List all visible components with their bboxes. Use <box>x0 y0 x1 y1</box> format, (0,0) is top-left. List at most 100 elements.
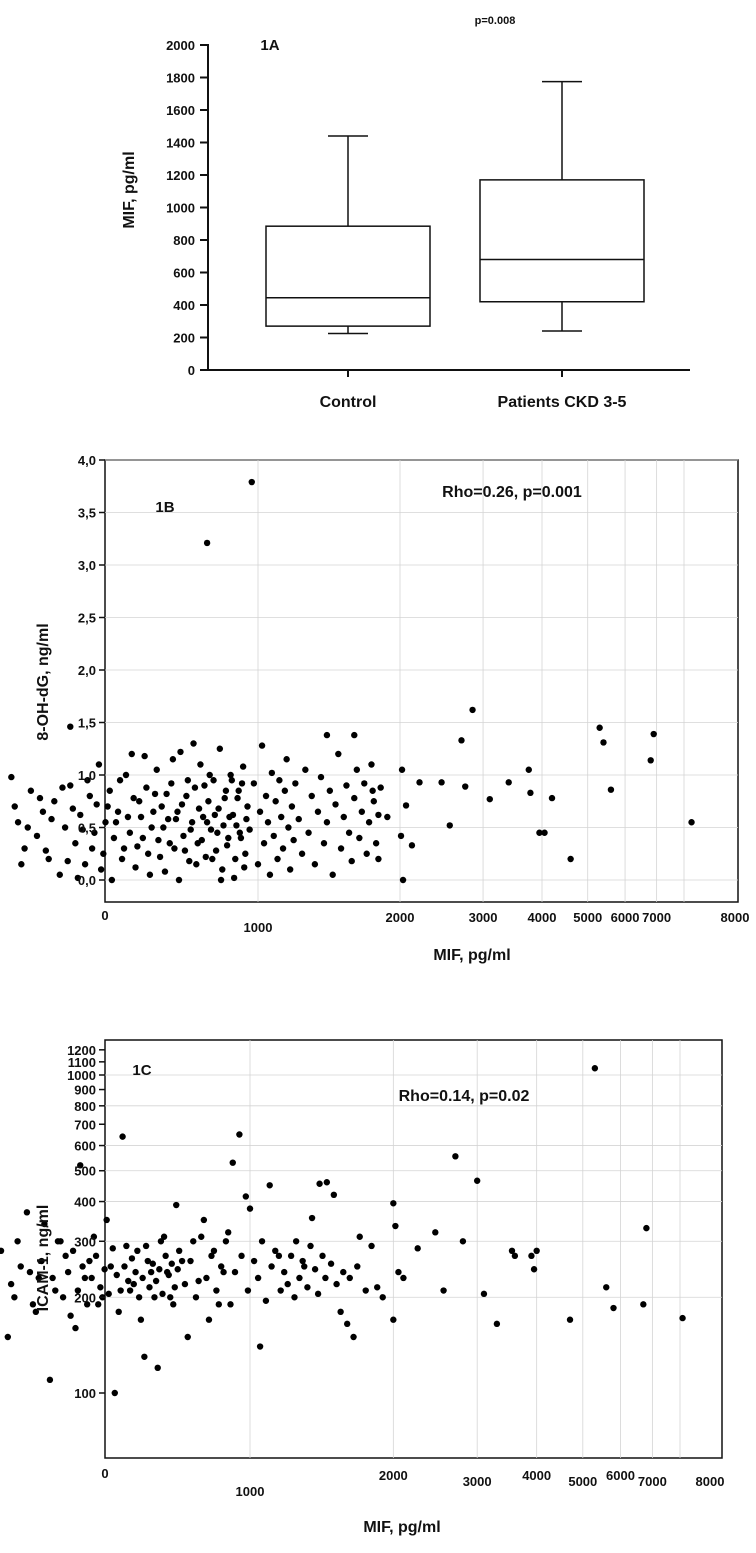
data-point <box>4 1333 12 1341</box>
correlation-annotation: Rho=0.26, p=0.001 <box>442 484 582 501</box>
data-point <box>90 1233 98 1240</box>
data-point <box>511 1252 519 1260</box>
data-point <box>136 798 143 805</box>
data-point <box>201 782 208 789</box>
data-point <box>308 792 315 800</box>
data-point <box>45 855 52 863</box>
data-point <box>72 1324 79 1332</box>
boxes <box>265 80 645 335</box>
data-point <box>283 756 290 763</box>
data-point <box>256 1343 264 1350</box>
data-point <box>277 1287 284 1294</box>
data-point <box>125 1277 132 1285</box>
data-point <box>262 792 270 800</box>
data-point <box>151 790 159 798</box>
data-point <box>350 1333 357 1341</box>
data-point <box>103 1216 110 1224</box>
y-tick-label: 1800 <box>166 71 195 86</box>
data-point <box>141 752 148 760</box>
data-point <box>227 1301 234 1308</box>
data-point <box>116 777 124 784</box>
data-point <box>566 1316 574 1323</box>
data-point <box>51 798 58 805</box>
y-tick-label: 900 <box>74 1083 96 1098</box>
y-tick-label: 1000 <box>67 1068 96 1083</box>
y-tick-label: 600 <box>74 1139 96 1154</box>
data-point <box>107 1263 114 1270</box>
data-point <box>361 780 368 787</box>
data-point <box>174 1266 181 1273</box>
data-point <box>438 779 445 786</box>
data-point <box>157 1238 165 1245</box>
box-iqr <box>479 179 645 303</box>
data-point <box>110 834 118 842</box>
data-point <box>123 1242 130 1250</box>
data-point <box>130 794 137 802</box>
data-point <box>88 1274 95 1282</box>
data-point <box>108 876 116 884</box>
data-point <box>7 1280 15 1288</box>
data-point <box>319 1252 326 1260</box>
data-point <box>375 855 382 863</box>
x-tick-label: 2000 <box>379 1468 408 1483</box>
data-point <box>156 853 164 861</box>
data-point <box>29 1301 37 1308</box>
data-point <box>197 761 204 768</box>
y-tick-label: 800 <box>173 233 195 248</box>
data-point <box>258 1238 266 1245</box>
y-tick-label: 0,0 <box>78 873 96 888</box>
data-point <box>208 1252 215 1260</box>
data-point <box>188 819 196 826</box>
data-point <box>370 798 378 805</box>
y-tick-label: 1600 <box>166 103 195 118</box>
data-point <box>256 808 264 815</box>
data-point <box>177 748 184 756</box>
data-point <box>115 1308 122 1316</box>
data-point <box>591 1065 599 1072</box>
data-point <box>610 1304 617 1312</box>
data-point <box>134 843 141 850</box>
data-point <box>164 815 172 823</box>
data-point <box>311 1266 319 1273</box>
data-point <box>205 798 212 805</box>
x-tick-label: 7000 <box>642 910 671 925</box>
p-value-annotation: p=0.008 <box>475 15 516 27</box>
data-point <box>399 876 407 884</box>
data-point <box>272 1247 279 1255</box>
data-point <box>8 773 15 781</box>
data-points <box>8 478 695 884</box>
data-point <box>508 1247 516 1255</box>
data-point <box>279 845 287 852</box>
data-point <box>77 1162 84 1169</box>
x-tick-label: 4000 <box>522 1468 551 1483</box>
data-point <box>144 1257 151 1265</box>
data-point <box>178 1257 186 1265</box>
data-point <box>186 857 193 865</box>
data-point <box>126 1287 134 1294</box>
y-tick-label: 100 <box>74 1386 96 1401</box>
y-tick-label: 0,5 <box>78 821 96 836</box>
data-point <box>278 813 285 821</box>
data-point <box>440 1287 447 1294</box>
category-label: Patients CKD 3-5 <box>498 394 627 411</box>
data-point <box>384 813 391 821</box>
data-point <box>688 819 695 826</box>
data-point <box>254 861 262 868</box>
data-point <box>326 787 334 794</box>
data-point <box>236 1131 243 1138</box>
data-point <box>222 787 230 794</box>
data-point <box>104 803 111 810</box>
data-point <box>229 811 237 819</box>
data-point <box>243 815 250 823</box>
data-point <box>39 808 47 815</box>
y-tick-label: 3,0 <box>78 558 96 573</box>
panel-label-1c: 1C <box>132 1062 151 1079</box>
data-point <box>175 876 183 884</box>
data-point <box>102 819 109 826</box>
data-point <box>307 1242 314 1250</box>
plot-frame <box>104 1039 723 1459</box>
data-point <box>114 808 122 815</box>
data-point <box>61 824 69 831</box>
data-point <box>209 855 216 863</box>
data-point <box>346 1274 353 1282</box>
